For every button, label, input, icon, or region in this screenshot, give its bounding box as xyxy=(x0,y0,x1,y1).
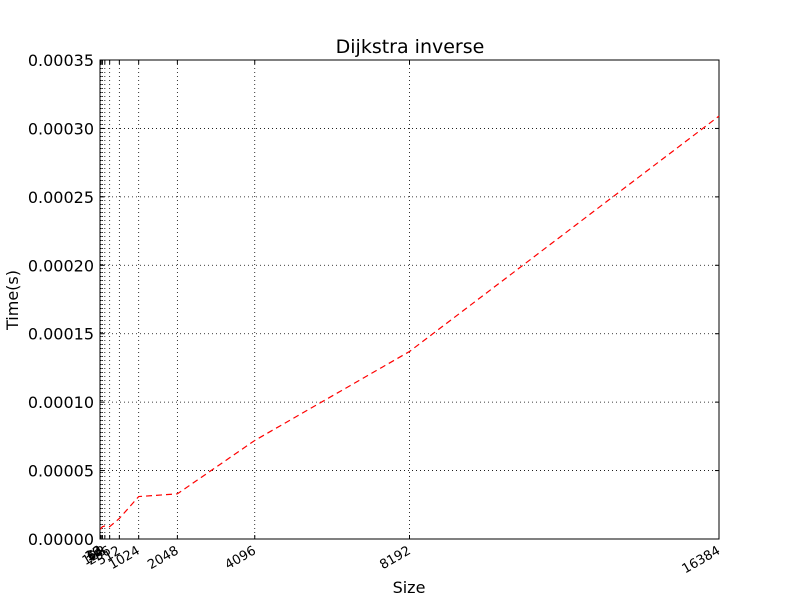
y-tick-label: 0.00005 xyxy=(28,462,94,481)
x-tick-label: 64 xyxy=(85,543,107,564)
grid xyxy=(100,60,719,539)
y-tick-label: 0.00020 xyxy=(28,256,94,275)
series-layer xyxy=(100,115,720,530)
y-tick-label: 0.00035 xyxy=(28,51,94,70)
y-tick-label: 0.00000 xyxy=(28,530,94,549)
x-tick-label: 4096 xyxy=(223,543,259,573)
x-tick-label: 16 xyxy=(83,543,105,564)
x-tick-label: 32 xyxy=(83,543,105,564)
series-line xyxy=(100,115,720,530)
chart-title: Dijkstra inverse xyxy=(336,36,485,58)
x-tick-label: 8192 xyxy=(377,543,413,573)
y-tick-label: 0.00025 xyxy=(28,188,94,207)
x-tick-label: 2048 xyxy=(145,543,181,573)
x-tick-label: 16384 xyxy=(680,543,723,577)
y-axis-label: Time(s) xyxy=(3,270,22,331)
y-tick-label: 0.00030 xyxy=(28,119,94,138)
axis-ticks: 0.00000 0.00005 0.00010 0.00015 0.00020 0.000… xyxy=(28,51,723,577)
plot-frame xyxy=(99,59,720,540)
x-axis-label: Size xyxy=(393,578,426,597)
y-tick-label: 0.00010 xyxy=(28,393,94,412)
y-tick-label: 0.00015 xyxy=(28,325,94,344)
